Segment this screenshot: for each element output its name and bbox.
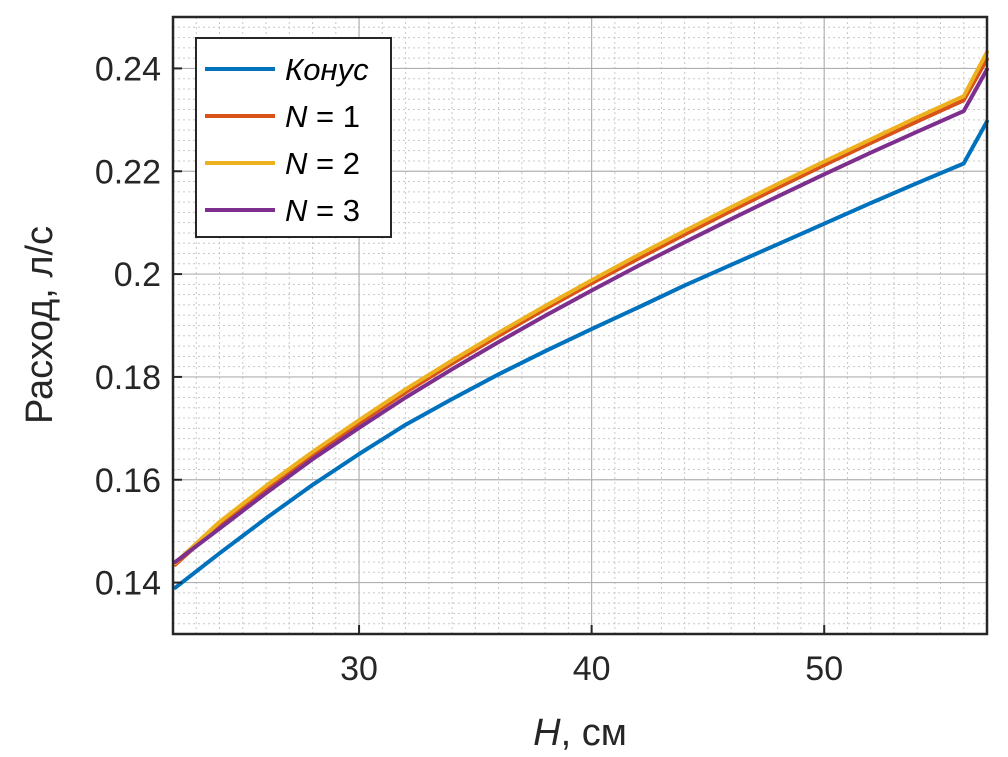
x-tick-label: 30 [340, 650, 378, 688]
legend-label-var: N [285, 193, 308, 228]
legend-label-var: N [285, 99, 308, 134]
x-axis-title: H, см [533, 712, 627, 754]
plot-border [171, 15, 989, 636]
series-line-3 [173, 67, 989, 564]
y-tick-label: 0.24 [95, 50, 161, 88]
legend-label-rest: = 3 [307, 193, 360, 228]
y-tick-label: 0.14 [95, 565, 161, 603]
series-line-0 [173, 119, 989, 590]
y-axis-ticks: 0.14 0.16 0.18 0.2 0.22 0.24 [95, 50, 182, 603]
legend-label-0: Конус [285, 52, 369, 87]
y-tick-label: 0.2 [114, 256, 161, 294]
legend-label-rest: = 2 [307, 146, 360, 181]
x-axis-ticks: 30 40 50 [340, 625, 843, 688]
legend-label-3: N = 3 [285, 193, 360, 228]
y-tick-label: 0.18 [95, 359, 161, 397]
y-axis-title: Расход, л/с [19, 226, 61, 424]
y-tick-label: 0.22 [95, 153, 161, 191]
x-tick-label: 40 [573, 650, 611, 688]
major-grid [173, 17, 987, 634]
series-line-2 [173, 50, 989, 565]
x-tick-label: 50 [805, 650, 843, 688]
x-axis-title-unit: , см [561, 712, 627, 754]
legend-label-var: N [285, 146, 308, 181]
x-axis-title-var: H [533, 712, 561, 754]
series-line-1 [173, 57, 989, 567]
legend-label-rest: = 1 [307, 99, 360, 134]
legend-label-2: N = 2 [285, 146, 360, 181]
y-tick-label: 0.16 [95, 462, 161, 500]
legend-label-var: Конус [285, 52, 369, 87]
series-lines [173, 50, 989, 590]
legend-box [195, 37, 392, 238]
legend-label-1: N = 1 [285, 99, 360, 134]
